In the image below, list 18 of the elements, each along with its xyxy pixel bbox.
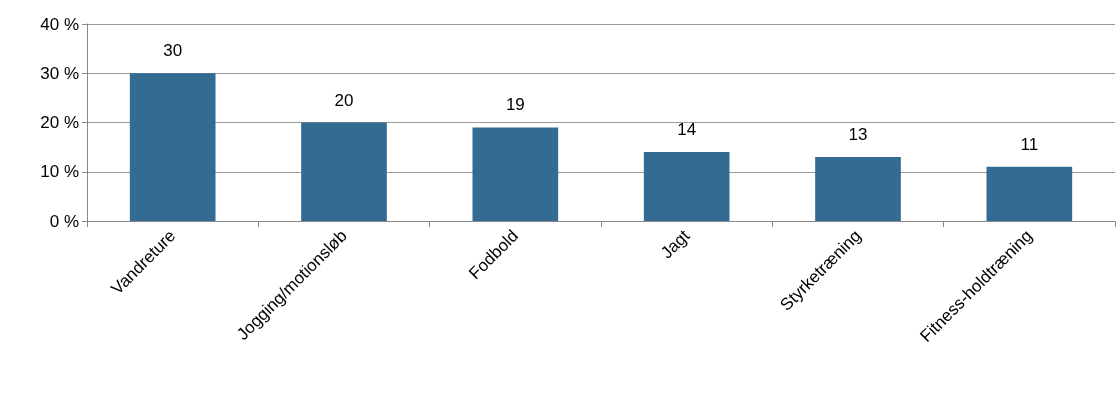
data-label: 19	[505, 95, 525, 115]
bar	[301, 122, 387, 221]
data-label: 13	[848, 124, 868, 144]
bar	[986, 166, 1073, 221]
data-label: 11	[1020, 134, 1039, 154]
y-tick-label: 30 %	[40, 63, 79, 83]
y-tick-label: 20 %	[40, 113, 79, 132]
y-tick-label: 0 %	[49, 211, 79, 231]
bar	[815, 156, 901, 221]
y-tick-label: 40 %	[40, 14, 79, 34]
y-tick-label: 10 %	[40, 162, 79, 182]
x-tick-label: Jagt	[657, 226, 694, 263]
bar	[472, 127, 559, 221]
data-label: 30	[163, 41, 183, 61]
bar	[643, 152, 730, 221]
data-label: 14	[677, 120, 697, 140]
data-label: 20	[334, 90, 354, 110]
bar	[129, 73, 216, 221]
